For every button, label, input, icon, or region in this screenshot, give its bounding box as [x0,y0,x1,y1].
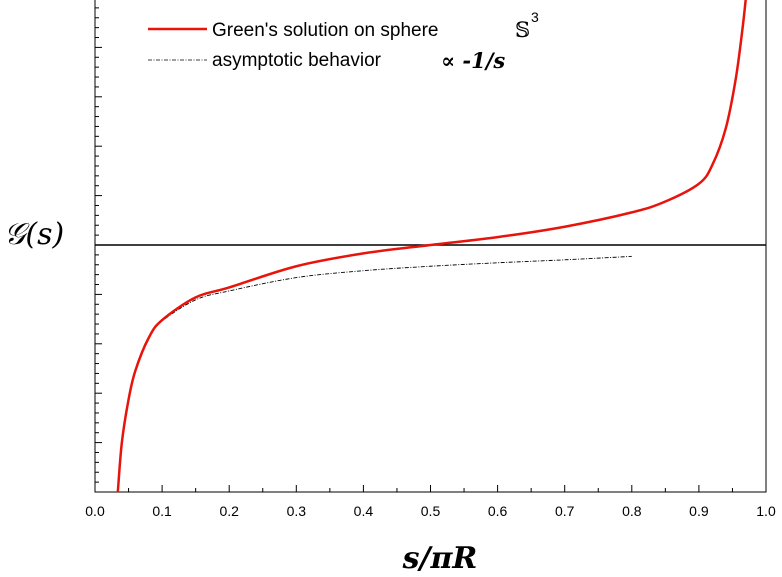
y-axis-ticks [95,7,102,493]
x-tick-label: 0.4 [354,503,374,519]
x-tick-label: 0.9 [689,503,709,519]
legend-label-green-solution: Green's solution on sphere [212,20,439,41]
x-tick-label: 0.6 [488,503,508,519]
x-tick-label: 0.5 [421,503,441,519]
x-tick-label: 1.0 [756,503,776,519]
legend: Green's solution on sphere 𝕊 3 asymptoti… [148,9,539,73]
x-tick-label: 0.7 [555,503,575,519]
x-tick-label: 0.8 [622,503,642,519]
legend-proportional-label: ∝ -1/s [441,48,505,73]
series-lines [116,0,747,493]
x-tick-label: 0.2 [219,503,239,519]
x-tick-label: 0.3 [287,503,307,519]
legend-label-asymptotic: asymptotic behavior [212,50,382,71]
y-axis-title: 𝒢(s) [4,217,64,252]
x-axis-title: s/πR [402,541,478,576]
legend-sphere-symbol: 𝕊 [515,18,530,42]
x-tick-label: 0.1 [152,503,172,519]
x-tick-label: 0.0 [85,503,105,519]
legend-sphere-superscript: 3 [531,9,539,25]
x-tick-labels: 0.0 0.1 0.2 0.3 0.4 0.5 0.6 0.7 0.8 0.9 1.0 [85,503,776,519]
series-asymptotic-line [117,255,632,493]
series-green-solution-line [116,0,747,493]
x-axis-ticks [94,485,767,492]
